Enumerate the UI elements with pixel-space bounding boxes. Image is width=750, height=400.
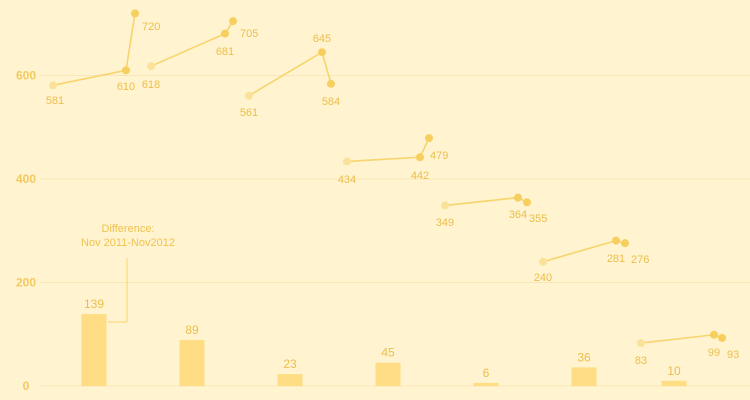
difference-bar (81, 314, 107, 386)
data-point (425, 134, 433, 143)
data-label: 720 (142, 21, 160, 33)
y-tick-label: 600 (16, 69, 36, 83)
data-point (131, 9, 139, 18)
difference-bars: 139 89 23 45 6 36 10 (81, 297, 687, 386)
data-label: 618 (142, 79, 160, 91)
data-label: 610 (117, 81, 135, 93)
data-point (612, 236, 620, 245)
annotation-line-1: Difference: (102, 223, 155, 235)
data-point (523, 198, 531, 207)
data-point (637, 339, 645, 348)
data-label: 581 (46, 95, 64, 107)
difference-bar (179, 339, 205, 386)
difference-bar (277, 374, 303, 386)
data-point (318, 48, 326, 57)
data-label: 240 (534, 272, 552, 284)
difference-bar-label: 139 (84, 297, 104, 311)
data-label: 705 (240, 28, 258, 40)
series-line (640, 333, 723, 344)
difference-bar-label: 89 (185, 323, 199, 337)
data-label: 83 (635, 355, 647, 367)
data-label: 349 (436, 217, 454, 229)
data-point (710, 330, 718, 339)
data-point (147, 62, 155, 71)
difference-bar-label: 45 (381, 346, 395, 360)
data-point (245, 91, 253, 100)
difference-bar (661, 380, 687, 386)
difference-bar (473, 382, 499, 386)
data-label: 442 (411, 170, 429, 182)
difference-annotation: Difference: Nov 2011-Nov2012 (81, 223, 175, 323)
y-tick-label: 400 (16, 172, 36, 186)
difference-bar-label: 36 (577, 350, 591, 364)
annotation-line-2: Nov 2011-Nov2012 (81, 237, 175, 249)
data-point (416, 153, 424, 162)
data-label: 434 (338, 174, 356, 186)
data-label: 93 (727, 349, 739, 361)
series-line (150, 20, 234, 67)
series-line (52, 13, 136, 87)
data-point (718, 333, 726, 342)
data-point (327, 79, 335, 88)
data-label: 364 (509, 209, 527, 221)
data-label: 355 (529, 213, 547, 225)
difference-bar (375, 362, 401, 386)
data-label: 681 (216, 46, 234, 58)
data-point (343, 157, 351, 166)
data-label: 479 (430, 150, 448, 162)
data-point (49, 81, 57, 90)
data-label: 584 (322, 96, 340, 108)
data-point (539, 257, 547, 266)
y-tick-label: 200 (16, 276, 36, 290)
difference-bar-label: 23 (283, 357, 297, 371)
data-label: 645 (313, 33, 331, 45)
data-point (621, 239, 629, 248)
data-label: 276 (631, 254, 649, 266)
data-point (514, 193, 522, 202)
difference-bar (571, 367, 597, 386)
data-point (122, 66, 130, 75)
difference-bar-label: 6 (483, 366, 490, 380)
y-tick-label: 0 (23, 379, 30, 393)
series-line (248, 50, 332, 97)
data-label: 561 (240, 107, 258, 119)
data-point (441, 201, 449, 210)
data-point (229, 17, 237, 26)
data-point (221, 29, 229, 38)
data-label: 281 (607, 253, 625, 265)
difference-bar-label: 10 (667, 364, 681, 378)
data-label: 99 (708, 347, 720, 359)
